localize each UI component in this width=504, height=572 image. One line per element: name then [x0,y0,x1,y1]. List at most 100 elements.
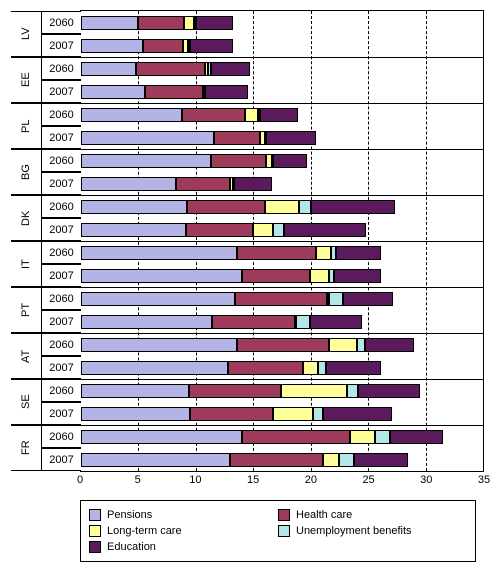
bar-row [81,356,483,379]
country-group-bg: BG20602007 [81,149,483,196]
bar-segment-pensions [81,200,187,214]
year-label: 2007 [41,310,81,333]
bar-segment-health [211,154,266,168]
year-label: 2007 [41,34,81,57]
plot-area: LV20602007EE20602007PL20602007BG20602007… [80,10,484,472]
bar-segment-health [237,338,329,352]
bar-row [81,287,483,310]
legend-label: Pensions [107,509,152,521]
bar-segment-health [230,453,323,467]
stacked-bar [81,108,483,122]
bar-segment-longterm [323,453,339,467]
bar-segment-education [365,338,414,352]
x-tick-label: 5 [135,474,141,486]
legend-swatch [89,541,101,553]
bar-row [81,264,483,287]
bar-segment-longterm [245,108,258,122]
bar-segment-pensions [81,246,237,260]
country-group-at: AT20602007 [81,333,483,380]
stacked-bar [81,85,483,99]
country-label: LV [11,11,42,57]
stacked-bar [81,269,483,283]
legend-label: Long-term care [107,525,182,537]
bar-segment-education [211,62,250,76]
legend-swatch [89,509,101,521]
bar-segment-education [260,108,298,122]
country-label: PT [11,287,42,333]
bar-segment-health [136,62,205,76]
bar-segment-education [234,177,272,191]
year-label: 2007 [41,126,81,149]
bar-segment-longterm [316,246,331,260]
bar-segment-pensions [81,269,242,283]
bar-row [81,103,483,126]
bar-row [81,34,483,57]
year-label: 2060 [41,195,81,218]
bar-segment-health [242,269,310,283]
bar-row [81,218,483,241]
bar-segment-longterm [350,430,375,444]
year-label: 2060 [41,11,81,34]
stacked-bar [81,246,483,260]
bar-segment-pensions [81,338,237,352]
bar-segment-pensions [81,430,242,444]
bar-segment-unemployment [273,223,284,237]
bar-segment-pensions [81,131,214,145]
bar-segment-education [310,315,363,329]
legend-label: Health care [296,509,352,521]
legend-item-health: Health care [278,509,467,521]
bar-row [81,333,483,356]
country-label: EE [11,57,42,103]
legend-item-longterm: Long-term care [89,525,278,537]
x-tick-label: 20 [305,474,317,486]
bar-segment-health [228,361,303,375]
year-label: 2060 [41,241,81,264]
year-label-column: 20602007 [41,241,81,287]
bar-segment-health [145,85,202,99]
stacked-bar [81,338,483,352]
country-label: BG [11,149,42,195]
bar-segment-health [189,384,281,398]
bar-row [81,80,483,103]
bar-segment-health [143,39,183,53]
country-group-dk: DK20602007 [81,195,483,242]
country-label: DK [11,195,42,241]
year-label: 2007 [41,402,81,425]
year-label: 2007 [41,218,81,241]
country-label: AT [11,333,42,379]
bar-segment-health [186,223,254,237]
year-label: 2060 [41,379,81,402]
x-tick-label: 35 [478,474,490,486]
year-label: 2060 [41,149,81,172]
bar-segment-unemployment [357,338,365,352]
bar-segment-pensions [81,361,228,375]
bar-row [81,402,483,425]
bar-segment-education [326,361,381,375]
year-label-column: 20602007 [41,195,81,241]
chart-container: LV20602007EE20602007PL20602007BG20602007… [10,10,494,562]
stacked-bar [81,384,483,398]
country-label: SE [11,379,42,425]
bar-segment-health [237,246,316,260]
bar-segment-education [358,384,420,398]
year-label: 2007 [41,172,81,195]
year-label-column: 20602007 [41,11,81,57]
stacked-bar [81,200,483,214]
bar-segment-pensions [81,85,145,99]
x-tick-label: 25 [362,474,374,486]
bar-segment-pensions [81,315,212,329]
year-label: 2060 [41,103,81,126]
year-label: 2060 [41,333,81,356]
bar-segment-education [354,453,408,467]
bar-segment-unemployment [329,292,343,306]
bar-segment-pensions [81,16,138,30]
bar-segment-education [336,246,381,260]
country-label: FR [11,425,42,471]
year-label: 2007 [41,80,81,103]
legend-item-education: Education [89,541,278,553]
legend-swatch [278,509,290,521]
bar-segment-longterm [273,407,313,421]
stacked-bar [81,154,483,168]
stacked-bar [81,131,483,145]
bar-segment-pensions [81,108,182,122]
